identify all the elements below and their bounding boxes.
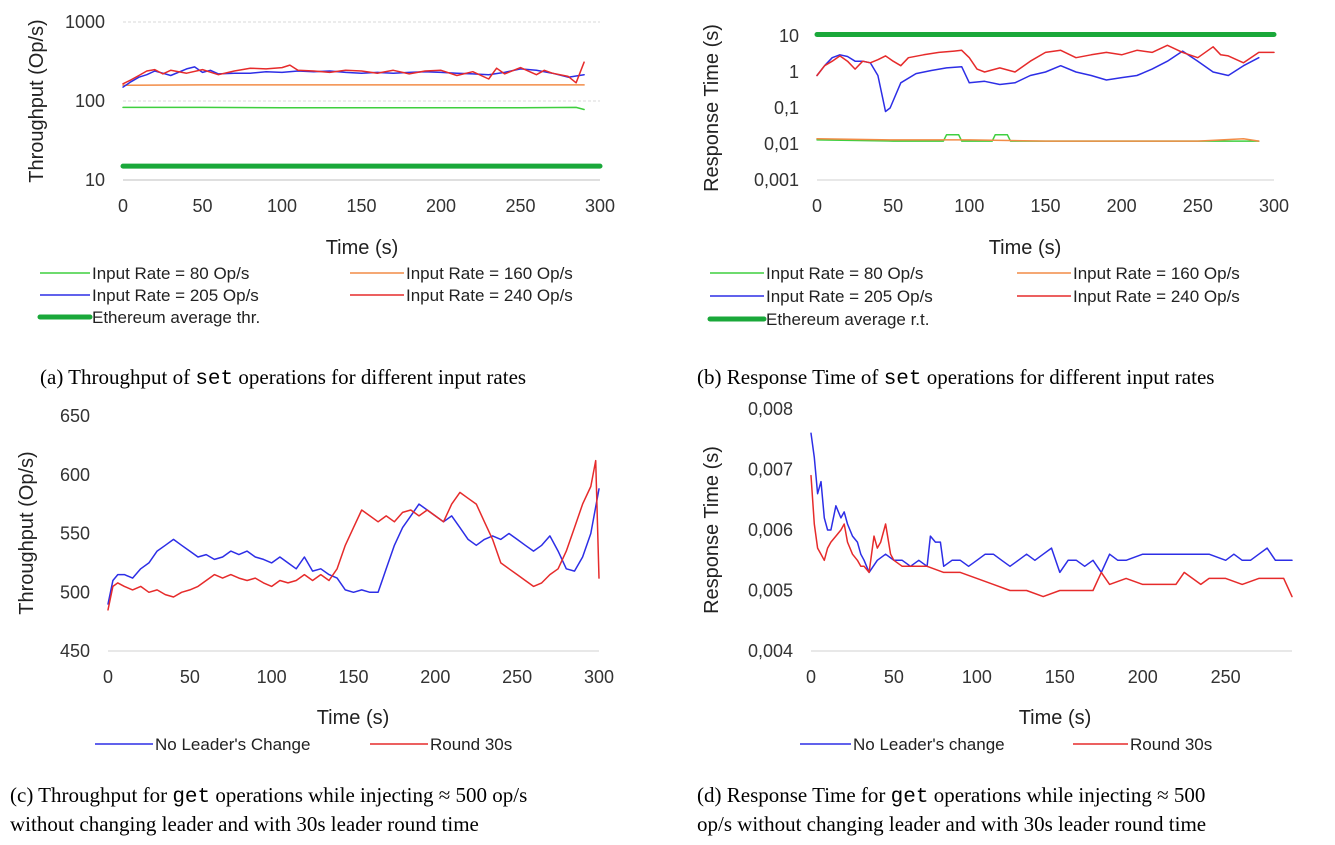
y-tick-label: 550	[60, 524, 90, 544]
x-tick-label: 0	[812, 196, 822, 216]
x-tick-label: 100	[257, 667, 287, 687]
caption-a-code: set	[195, 368, 234, 391]
x-tick-label: 0	[806, 667, 816, 687]
x-axis-label: Time (s)	[1019, 707, 1092, 729]
y-tick-label: 650	[60, 406, 90, 426]
legend-label-5: Ethereum average thr.	[92, 308, 260, 327]
caption-c-text: (c) Throughput for	[10, 783, 173, 807]
caption-d-text-end: operations while injecting ≈ 500	[928, 783, 1206, 807]
x-tick-label: 300	[585, 196, 615, 216]
x-tick-label: 250	[1183, 196, 1213, 216]
x-tick-label: 50	[883, 196, 903, 216]
x-tick-label: 0	[118, 196, 128, 216]
series-line-1	[810, 432, 1293, 574]
x-axis-label: Time (s)	[326, 237, 399, 259]
x-tick-label: 100	[954, 196, 984, 216]
y-tick-label: 0,008	[748, 399, 793, 419]
caption-b-text: (b) Response Time of	[697, 365, 884, 389]
x-tick-label: 50	[192, 196, 212, 216]
caption-b-code: set	[883, 368, 922, 391]
caption-d-code: get	[890, 786, 929, 809]
legend-label-3: Input Rate = 205 Op/s	[92, 286, 259, 305]
y-tick-label: 1	[789, 62, 799, 82]
y-axis-label: Response Time (s)	[701, 24, 723, 192]
caption-a: (a) Throughput of set operations for dif…	[40, 364, 680, 393]
legend-label-5: Ethereum average r.t.	[766, 310, 929, 329]
caption-c-line2: without changing leader and with 30s lea…	[10, 812, 479, 836]
chart-3: 0 50 100 150 200 250 300 450 500 550 600 650 Time (s…	[16, 406, 614, 754]
x-tick-label: 150	[1030, 196, 1060, 216]
y-tick-label: 0,01	[764, 134, 799, 154]
x-tick-label: 150	[338, 667, 368, 687]
series-line-4	[816, 44, 1275, 77]
y-tick-label: 0,001	[754, 170, 799, 190]
y-axis-label: Throughput (Op/s)	[26, 19, 48, 182]
y-axis-label: Throughput (Op/s)	[16, 451, 38, 614]
y-tick-label: 10	[85, 170, 105, 190]
legend-label-4: Input Rate = 240 Op/s	[406, 286, 573, 305]
x-tick-label: 100	[962, 667, 992, 687]
legend-label-3: Input Rate = 205 Op/s	[766, 287, 933, 306]
x-tick-label: 250	[505, 196, 535, 216]
y-tick-label: 600	[60, 465, 90, 485]
y-tick-label: 0,004	[748, 641, 793, 661]
x-tick-label: 100	[267, 196, 297, 216]
caption-d: (d) Response Time for get operations whi…	[697, 782, 1332, 837]
y-tick-label: 1000	[65, 12, 105, 32]
x-tick-label: 200	[1107, 196, 1137, 216]
legend-label-2: Input Rate = 160 Op/s	[1073, 264, 1240, 283]
caption-b: (b) Response Time of set operations for …	[697, 364, 1332, 393]
x-axis-label: Time (s)	[989, 237, 1062, 259]
caption-c: (c) Throughput for get operations while …	[10, 782, 670, 837]
y-tick-label: 100	[75, 91, 105, 111]
series-line-2	[810, 474, 1293, 598]
legend-label-1: Input Rate = 80 Op/s	[766, 264, 923, 283]
y-tick-label: 500	[60, 582, 90, 602]
legend-label-1: No Leader's Change	[155, 735, 310, 754]
caption-a-text-end: operations for different input rates	[233, 365, 527, 389]
legend-label-1: Input Rate = 80 Op/s	[92, 264, 249, 283]
x-tick-label: 50	[884, 667, 904, 687]
caption-c-text-end: operations while injecting ≈ 500 op/s	[210, 783, 528, 807]
x-tick-label: 0	[103, 667, 113, 687]
series-line-1	[107, 488, 600, 605]
legend-label-2: Round 30s	[430, 735, 512, 754]
series-line-3	[816, 50, 1260, 113]
x-tick-label: 150	[346, 196, 376, 216]
x-tick-label: 150	[1045, 667, 1075, 687]
x-tick-label: 250	[502, 667, 532, 687]
y-axis-label: Response Time (s)	[701, 446, 723, 614]
chart-1: 0 50 100 150 200 250 300 10 100 1000 Time (s) Throu…	[26, 12, 615, 327]
y-tick-label: 0,007	[748, 460, 793, 480]
x-tick-label: 300	[1259, 196, 1289, 216]
series-line-2	[107, 459, 600, 611]
x-axis-label: Time (s)	[317, 707, 390, 729]
x-tick-label: 200	[426, 196, 456, 216]
y-tick-label: 0,005	[748, 581, 793, 601]
caption-b-text-end: operations for different input rates	[921, 365, 1215, 389]
caption-d-text: (d) Response Time for	[697, 783, 891, 807]
y-tick-label: 450	[60, 641, 90, 661]
series-line-2	[816, 137, 1260, 142]
x-tick-label: 300	[584, 667, 614, 687]
legend-label-4: Input Rate = 240 Op/s	[1073, 287, 1240, 306]
x-tick-label: 200	[1128, 667, 1158, 687]
x-tick-label: 50	[180, 667, 200, 687]
series-line-4	[122, 61, 585, 85]
series-line-1	[122, 106, 585, 111]
legend-label-2: Input Rate = 160 Op/s	[406, 264, 573, 283]
caption-d-line2: op/s without changing leader and with 30…	[697, 812, 1207, 836]
x-tick-label: 250	[1211, 667, 1241, 687]
chart-2: 0 50 100 150 200 250 300 0,001 0,01 0,1 1 10 Time (s…	[701, 24, 1289, 329]
legend-label-2: Round 30s	[1130, 735, 1212, 754]
x-tick-label: 200	[420, 667, 450, 687]
caption-c-code: get	[172, 786, 211, 809]
y-tick-label: 10	[779, 26, 799, 46]
legend-label-1: No Leader's change	[853, 735, 1005, 754]
chart-4: 0 50 100 150 200 250 0,004 0,005 0,006 0,007 0,008…	[701, 399, 1293, 754]
y-tick-label: 0,1	[774, 98, 799, 118]
y-tick-label: 0,006	[748, 520, 793, 540]
caption-a-text: (a) Throughput of	[40, 365, 196, 389]
